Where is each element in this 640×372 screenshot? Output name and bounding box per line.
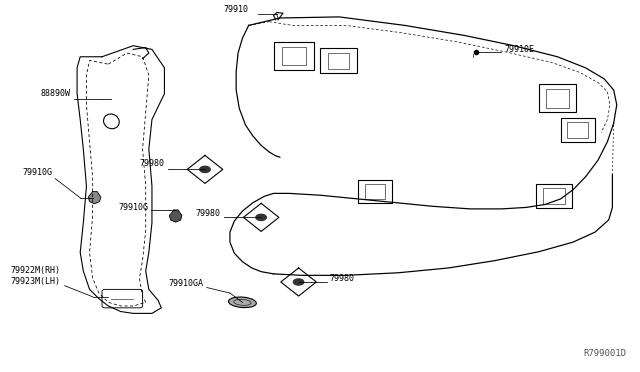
Bar <box>282 47 306 65</box>
Bar <box>321 48 356 73</box>
Text: 79922M(RH)
79923M(LH): 79922M(RH) 79923M(LH) <box>11 266 61 286</box>
Text: 79910GA: 79910GA <box>169 279 204 288</box>
Bar <box>358 180 392 203</box>
Circle shape <box>200 166 210 173</box>
Text: R799001D: R799001D <box>583 349 626 358</box>
Text: 79980: 79980 <box>140 159 164 168</box>
Text: 79910E: 79910E <box>504 45 534 54</box>
Bar <box>539 84 576 112</box>
Bar <box>547 89 569 108</box>
Bar <box>274 42 314 70</box>
Circle shape <box>293 279 304 285</box>
Bar <box>568 122 588 138</box>
Text: 79980: 79980 <box>196 209 221 218</box>
Text: 79980: 79980 <box>330 274 355 283</box>
Text: 79910G: 79910G <box>119 203 149 212</box>
Bar <box>365 184 385 199</box>
Text: 79910G: 79910G <box>22 168 52 177</box>
Text: 79910: 79910 <box>223 6 249 15</box>
Bar <box>561 118 595 142</box>
Polygon shape <box>88 192 100 204</box>
Ellipse shape <box>228 297 257 308</box>
Bar <box>543 189 564 204</box>
Bar <box>328 52 349 69</box>
Bar <box>536 184 572 208</box>
Text: 88890W: 88890W <box>41 89 71 97</box>
Circle shape <box>256 214 266 221</box>
Polygon shape <box>170 210 182 222</box>
